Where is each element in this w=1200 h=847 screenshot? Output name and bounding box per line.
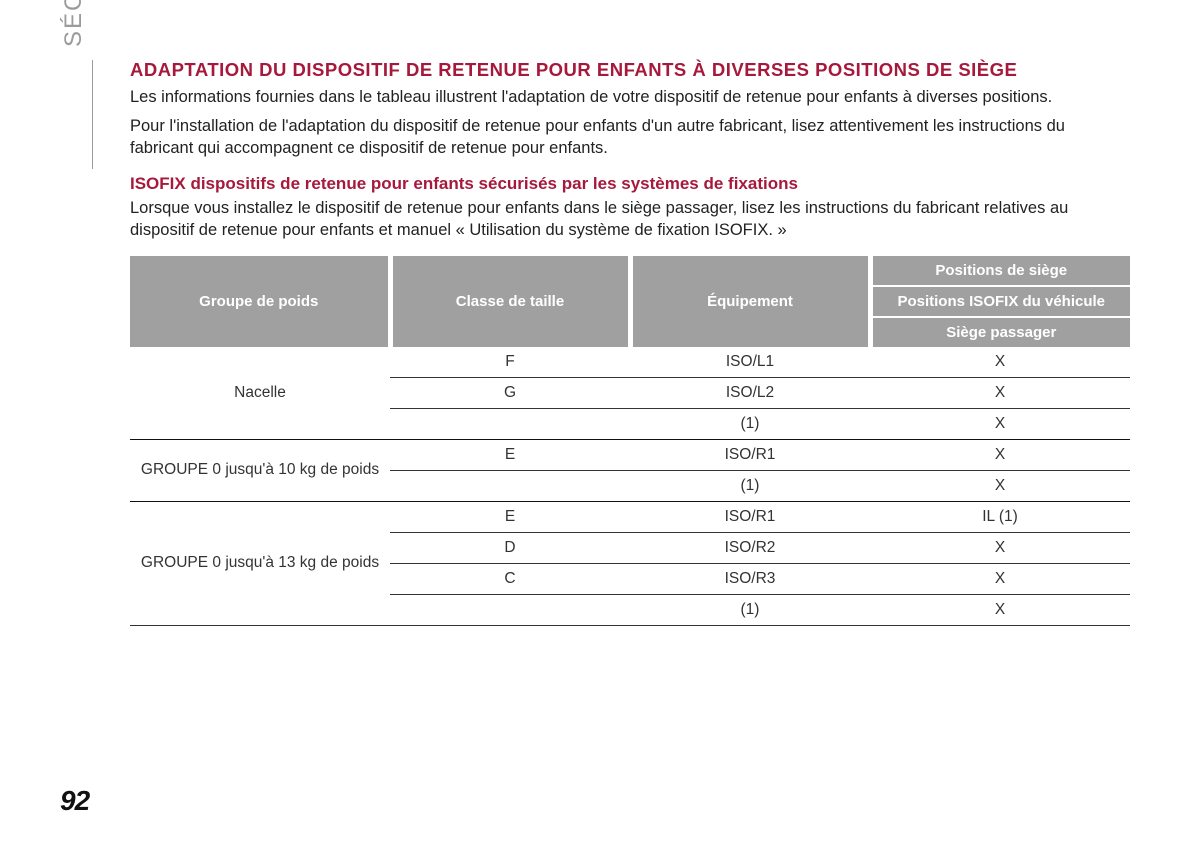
cell-equipement: ISO/R3 (630, 563, 870, 594)
cell-classe: F (390, 347, 630, 378)
cell-classe: C (390, 563, 630, 594)
intro-paragraph-3: Lorsque vous installez le dispositif de … (130, 198, 1130, 242)
group-label: GROUPE 0 jusqu'à 13 kg de poids (130, 501, 390, 625)
cell-position: IL (1) (870, 501, 1130, 532)
cell-classe: G (390, 377, 630, 408)
page-number: 92 (60, 785, 89, 817)
cell-classe (390, 408, 630, 439)
content-area: ADAPTATION DU DISPOSITIF DE RETENUE POUR… (130, 60, 1130, 626)
col-equipement: Équipement (630, 256, 870, 347)
table-header: Groupe de poids Classe de taille Équipem… (130, 256, 1130, 347)
cell-equipement: ISO/R1 (630, 439, 870, 470)
group-label: GROUPE 0 jusqu'à 10 kg de poids (130, 439, 390, 501)
stacked-header-bottom: Siège passager (873, 318, 1131, 347)
col-positions: Positions de siège Positions ISOFIX du v… (870, 256, 1130, 347)
col-classe-taille: Classe de taille (390, 256, 630, 347)
section-side-label: SÉCURITÉ (60, 0, 88, 55)
stacked-header-mid: Positions ISOFIX du véhicule (873, 287, 1131, 318)
table-row: NacelleFISO/L1X (130, 347, 1130, 378)
side-rule (92, 60, 93, 169)
col-groupe-poids: Groupe de poids (130, 256, 390, 347)
page-title: ADAPTATION DU DISPOSITIF DE RETENUE POUR… (130, 60, 1130, 81)
cell-position: X (870, 532, 1130, 563)
cell-classe: D (390, 532, 630, 563)
sub-title: ISOFIX dispositifs de retenue pour enfan… (130, 174, 1130, 194)
cell-equipement: ISO/L2 (630, 377, 870, 408)
cell-position: X (870, 563, 1130, 594)
cell-position: X (870, 594, 1130, 625)
document-page: SÉCURITÉ ADAPTATION DU DISPOSITIF DE RET… (0, 0, 1200, 847)
group-label: Nacelle (130, 347, 390, 440)
table-row: GROUPE 0 jusqu'à 10 kg de poidsEISO/R1X (130, 439, 1130, 470)
cell-position: X (870, 347, 1130, 378)
cell-equipement: (1) (630, 594, 870, 625)
cell-equipement: ISO/R2 (630, 532, 870, 563)
intro-paragraph-2: Pour l'installation de l'adaptation du d… (130, 116, 1130, 160)
cell-position: X (870, 439, 1130, 470)
cell-position: X (870, 377, 1130, 408)
cell-classe: E (390, 439, 630, 470)
cell-equipement: ISO/R1 (630, 501, 870, 532)
cell-equipement: ISO/L1 (630, 347, 870, 378)
cell-equipement: (1) (630, 470, 870, 501)
cell-equipement: (1) (630, 408, 870, 439)
table-body: NacelleFISO/L1XGISO/L2X(1)XGROUPE 0 jusq… (130, 347, 1130, 626)
table-row: GROUPE 0 jusqu'à 13 kg de poidsEISO/R1IL… (130, 501, 1130, 532)
cell-classe (390, 470, 630, 501)
isofix-table: Groupe de poids Classe de taille Équipem… (130, 256, 1130, 626)
cell-position: X (870, 408, 1130, 439)
cell-classe (390, 594, 630, 625)
cell-classe: E (390, 501, 630, 532)
cell-position: X (870, 470, 1130, 501)
intro-paragraph-1: Les informations fournies dans le tablea… (130, 87, 1130, 109)
stacked-header-top: Positions de siège (873, 256, 1131, 287)
